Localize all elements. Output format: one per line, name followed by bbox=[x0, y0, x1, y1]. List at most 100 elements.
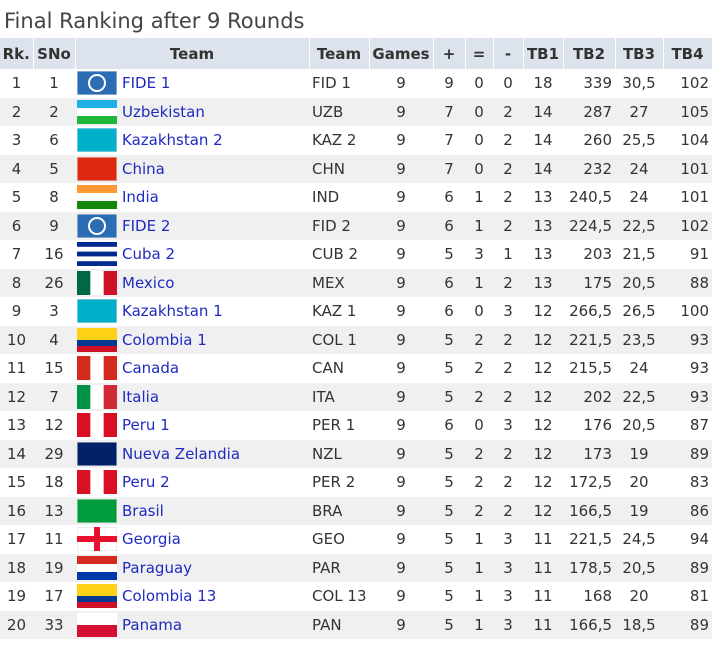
team-code: CUB 2 bbox=[312, 245, 359, 264]
flag-part bbox=[77, 256, 117, 262]
table-cell: 11 bbox=[533, 530, 553, 549]
table-cell: 3 bbox=[11, 131, 22, 150]
table-row: 20 33 Panama PAN 9 5 1 3 11 166,5 18,5 89 bbox=[0, 610, 713, 639]
table-cell: 1 bbox=[503, 245, 513, 264]
header-cell: Rk. bbox=[0, 38, 34, 69]
team-code: PAN bbox=[309, 610, 370, 639]
table-cell: 2 bbox=[474, 473, 484, 492]
team-link[interactable]: India bbox=[122, 188, 159, 207]
team-link[interactable]: Peru 2 bbox=[122, 473, 170, 492]
header-cell: = bbox=[465, 38, 494, 69]
table-cell: 83 bbox=[689, 473, 710, 492]
team-link[interactable]: Paraguay bbox=[122, 558, 193, 577]
table-cell: 202 bbox=[563, 382, 616, 411]
flag-cell bbox=[75, 468, 119, 497]
team-link[interactable]: China bbox=[122, 159, 165, 178]
flag-part bbox=[77, 128, 117, 153]
table-cell: 6 bbox=[444, 416, 454, 435]
team-code: CHN bbox=[309, 154, 370, 183]
table-cell: 6 bbox=[444, 302, 454, 321]
team-link[interactable]: Nueva Zelandia bbox=[122, 444, 241, 463]
flag-icon bbox=[77, 612, 117, 637]
table-cell: 13 bbox=[533, 245, 553, 264]
flag-part bbox=[103, 413, 117, 438]
table-cell: 12 bbox=[523, 382, 564, 411]
team-cell: Kazakhstan 1 bbox=[119, 297, 309, 326]
table-cell: 6 bbox=[0, 211, 33, 240]
table-row: 4 5 China CHN 9 7 0 2 14 232 24 101 bbox=[0, 154, 713, 183]
table-row: 3 6 Kazakhstan 2 KAZ 2 9 7 0 2 14 260 25,5 104 bbox=[0, 126, 712, 155]
table-cell: 5 bbox=[433, 382, 466, 411]
team-cell: Paraguay bbox=[119, 553, 310, 582]
flag-part bbox=[90, 356, 104, 381]
table-cell: 203 bbox=[583, 245, 613, 264]
table-cell: 15 bbox=[44, 359, 64, 378]
team-link[interactable]: Italia bbox=[122, 387, 160, 406]
team-cell: Canada bbox=[119, 354, 309, 383]
flag-part bbox=[77, 115, 117, 124]
table-cell: 9 bbox=[396, 587, 406, 606]
team-link[interactable]: FIDE 2 bbox=[122, 216, 171, 235]
team-link[interactable]: Uzbekistan bbox=[122, 102, 205, 121]
team-link[interactable]: Colombia 1 bbox=[122, 330, 207, 349]
table-cell: 86 bbox=[663, 496, 713, 525]
table-row: 13 12 Peru 1 PER 1 9 6 0 3 12 176 20,5 87 bbox=[0, 411, 712, 440]
header-cell: - bbox=[493, 38, 524, 69]
table-cell: 2 bbox=[33, 97, 75, 126]
table-cell: 4 bbox=[33, 325, 75, 354]
table-cell: 8 bbox=[0, 268, 33, 297]
table-cell: 1 bbox=[465, 610, 494, 639]
team-link[interactable]: Canada bbox=[122, 359, 180, 378]
team-code: NZL bbox=[309, 439, 370, 468]
team-link[interactable]: Mexico bbox=[122, 273, 175, 292]
table-cell: 91 bbox=[689, 245, 710, 264]
table-cell: 5 bbox=[433, 496, 466, 525]
table-cell: 12 bbox=[533, 302, 553, 321]
table-cell: 7 bbox=[444, 131, 454, 150]
flag-part bbox=[77, 384, 91, 409]
table-cell: 3 bbox=[503, 587, 513, 606]
team-link[interactable]: Colombia 13 bbox=[122, 587, 217, 606]
table-cell: 9 bbox=[396, 131, 406, 150]
team-link[interactable]: Panama bbox=[122, 615, 183, 634]
team-cell: FIDE 2 bbox=[119, 211, 310, 240]
flag-cell bbox=[75, 553, 119, 582]
flag-part bbox=[77, 299, 117, 324]
team-link[interactable]: Georgia bbox=[122, 530, 181, 549]
table-cell: 0 bbox=[465, 97, 494, 126]
flag-part bbox=[77, 602, 117, 609]
flag-part bbox=[90, 470, 104, 495]
table-cell: 5 bbox=[444, 359, 454, 378]
team-link[interactable]: Cuba 2 bbox=[122, 245, 176, 264]
team-link[interactable]: FIDE 1 bbox=[122, 74, 171, 93]
team-code: GEO bbox=[312, 530, 345, 549]
table-cell: 172,5 bbox=[569, 473, 613, 492]
table-cell: 18 bbox=[44, 473, 64, 492]
flag-icon bbox=[77, 128, 117, 153]
flag-part bbox=[77, 156, 117, 181]
table-cell: 11 bbox=[523, 553, 564, 582]
team-link[interactable]: Brasil bbox=[122, 501, 164, 520]
table-cell: 18 bbox=[0, 553, 33, 582]
table-cell: 19 bbox=[615, 496, 664, 525]
team-link[interactable]: Kazakhstan 1 bbox=[122, 302, 223, 321]
table-cell: 168 bbox=[583, 587, 613, 606]
flag-part bbox=[77, 261, 117, 267]
flag-part bbox=[77, 596, 117, 603]
flag-part bbox=[77, 251, 117, 257]
team-link[interactable]: Kazakhstan 2 bbox=[122, 131, 223, 150]
flag-part bbox=[77, 624, 117, 637]
team-code: COL 1 bbox=[309, 325, 370, 354]
table-cell: 266,5 bbox=[569, 302, 613, 321]
flag-cell bbox=[75, 126, 119, 155]
table-cell: 9 bbox=[369, 268, 434, 297]
table-cell: 24,5 bbox=[622, 530, 656, 549]
table-cell: 1 bbox=[474, 530, 484, 549]
flag-part bbox=[88, 216, 106, 235]
table-cell: 19 bbox=[33, 553, 75, 582]
team-cell: Panama bbox=[119, 610, 310, 639]
team-code: FID 2 bbox=[309, 211, 370, 240]
flag-part bbox=[90, 384, 104, 409]
team-link[interactable]: Peru 1 bbox=[122, 416, 170, 435]
header-cell: TB1 bbox=[523, 38, 564, 69]
